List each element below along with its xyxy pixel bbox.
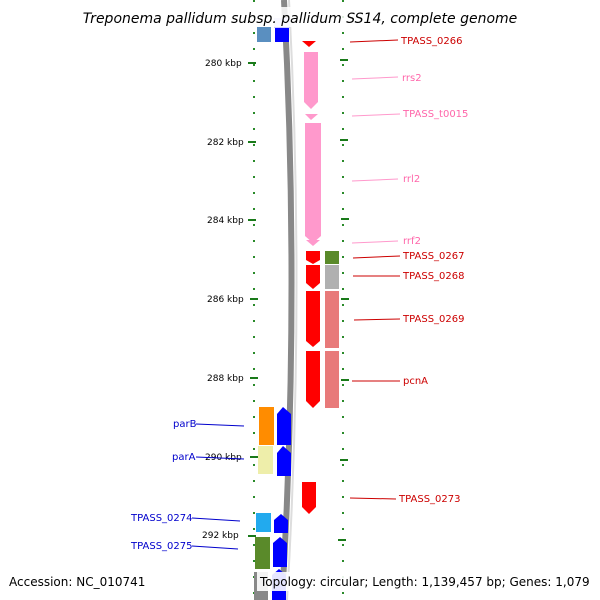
label-rrl2: rrl2 <box>403 174 420 185</box>
gene-TPASS_0269 <box>306 291 320 347</box>
backbone-ring-inner <box>286 0 298 600</box>
label-TPASS_0275: TPASS_0275 <box>130 541 192 552</box>
map-title: Treponema pallidum subsp. pallidum SS14,… <box>83 11 518 27</box>
backbone-ring <box>279 0 295 600</box>
label-parB: parB <box>173 419 197 430</box>
gene-parA <box>277 446 291 476</box>
gene-TPASS_t0015 <box>305 114 318 120</box>
tick-label: 286 kbp <box>207 295 244 305</box>
leader-lines-right <box>349 39 401 500</box>
gene-top-blue <box>275 27 289 42</box>
label-parA: parA <box>172 452 196 463</box>
label-pcnA: pcnA <box>403 376 428 387</box>
label-TPASS_0268: TPASS_0268 <box>402 271 464 282</box>
gene-TPASS_0266 <box>302 41 316 47</box>
gene-TPASS_0275 <box>273 537 287 567</box>
gene-TPASS_0267 <box>306 251 320 264</box>
label-TPASS_0273: TPASS_0273 <box>398 494 460 505</box>
gene-rrl2 <box>305 123 321 243</box>
cog-track-left <box>254 407 274 600</box>
gene-rrf2 <box>306 240 320 246</box>
label-rrf2: rrf2 <box>403 236 421 247</box>
topology-text: Topology: circular; Length: 1,139,457 bp… <box>259 575 590 589</box>
gene-TPASS_0268 <box>306 265 320 289</box>
accession-backing <box>5 572 150 591</box>
topology-backing <box>257 572 595 591</box>
gene-parB <box>277 407 291 445</box>
forward-track <box>302 41 321 514</box>
tick-label: 284 kbp <box>207 216 244 226</box>
label-TPASS_t0015: TPASS_t0015 <box>402 109 468 120</box>
tick-label: 292 kbp <box>202 531 239 541</box>
gene-TPASS_0274 <box>274 514 288 533</box>
label-TPASS_0269: TPASS_0269 <box>402 314 464 325</box>
tick-label: 288 kbp <box>207 374 244 384</box>
label-rrs2: rrs2 <box>402 73 422 84</box>
gene-top-lightblue <box>257 27 271 42</box>
tick-label: 282 kbp <box>207 138 244 148</box>
gene-rrs2 <box>304 52 318 109</box>
leader-lines-left <box>191 423 245 550</box>
label-TPASS_0266: TPASS_0266 <box>400 36 462 47</box>
gene-pcnA <box>306 351 320 408</box>
accession-text: Accession: NC_010741 <box>9 575 145 589</box>
tick-label: 280 kbp <box>205 59 242 69</box>
gene-TPASS_0273 <box>302 482 316 514</box>
cog-track-right <box>325 251 339 408</box>
label-TPASS_0274: TPASS_0274 <box>130 513 192 524</box>
title-backing <box>85 7 515 27</box>
label-TPASS_0267: TPASS_0267 <box>402 251 464 262</box>
